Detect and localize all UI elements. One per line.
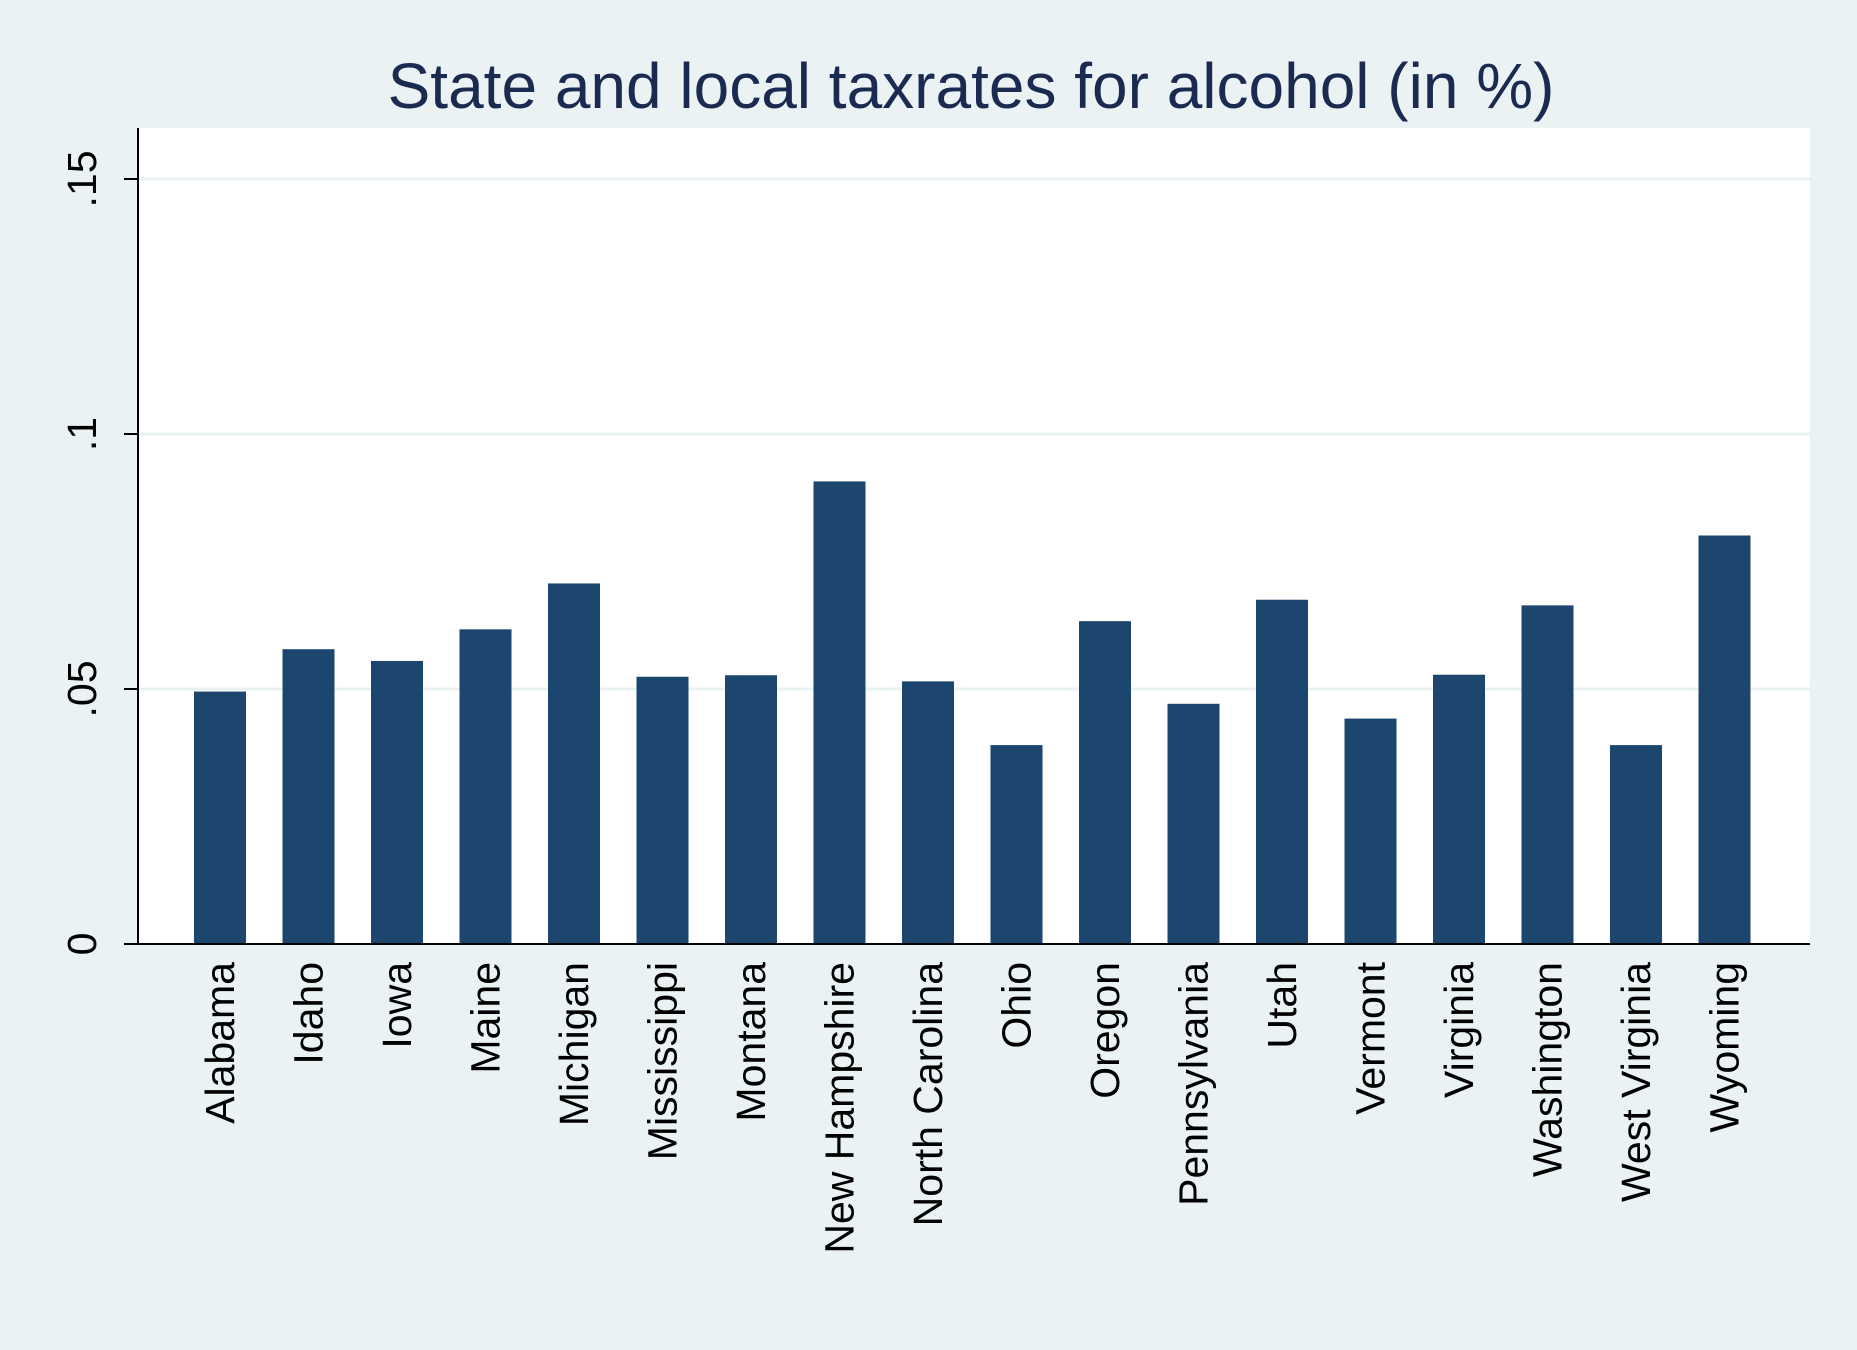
bar-alabama (194, 691, 246, 944)
y-tick-label: .05 (59, 661, 105, 718)
x-category-labels: Alabama Idaho Iowa Maine Michigan Mississippi… (197, 961, 1748, 1253)
bar-virginia (1433, 674, 1485, 944)
y-tick-label: .1 (59, 417, 105, 451)
bar-utah (1256, 599, 1308, 944)
x-category-label: New Hampshire (817, 962, 863, 1254)
chart-title: State and local taxrates for alcohol (in… (388, 50, 1555, 122)
bar-north-carolina (902, 681, 954, 944)
x-category-label: Michigan (551, 962, 597, 1126)
x-category-label: Iowa (374, 962, 420, 1049)
x-category-label: Montana (728, 962, 774, 1122)
x-category-label: Wyoming (1702, 962, 1748, 1133)
bar-maine (459, 629, 512, 944)
bar-washington (1521, 605, 1574, 944)
x-category-label: Virginia (1436, 962, 1482, 1098)
x-category-label: Maine (463, 962, 509, 1074)
x-category-label: West Virginia (1613, 962, 1659, 1202)
bar-oregon (1079, 621, 1131, 944)
bar-ohio (990, 745, 1043, 944)
bar-montana (725, 675, 777, 944)
x-category-label: Alabama (197, 962, 243, 1124)
x-category-label: Utah (1259, 962, 1305, 1049)
y-tick-label: 0 (59, 933, 105, 956)
x-category-label: Mississippi (640, 962, 686, 1160)
x-category-label: Ohio (994, 962, 1040, 1049)
bar-mississippi (636, 676, 689, 944)
bar-pennsylvania (1167, 703, 1220, 944)
bar-iowa (371, 660, 423, 944)
x-category-label: Vermont (1348, 961, 1394, 1114)
x-category-label: North Carolina (905, 962, 951, 1227)
x-category-label: Oregon (1082, 962, 1128, 1099)
bar-new-hampshire (813, 481, 866, 944)
bar-west-virginia (1610, 745, 1662, 944)
x-category-label: Washington (1525, 962, 1571, 1177)
x-category-label: Idaho (286, 962, 332, 1065)
bar-michigan (548, 583, 600, 944)
bars (194, 481, 1751, 944)
bar-idaho (282, 649, 335, 944)
y-ticks: 0 .05 .1 .15 (59, 151, 138, 956)
bar-vermont (1344, 718, 1397, 944)
bar-wyoming (1698, 535, 1751, 944)
y-tick-label: .15 (59, 151, 105, 208)
x-category-label: Pennsylvania (1171, 962, 1217, 1206)
